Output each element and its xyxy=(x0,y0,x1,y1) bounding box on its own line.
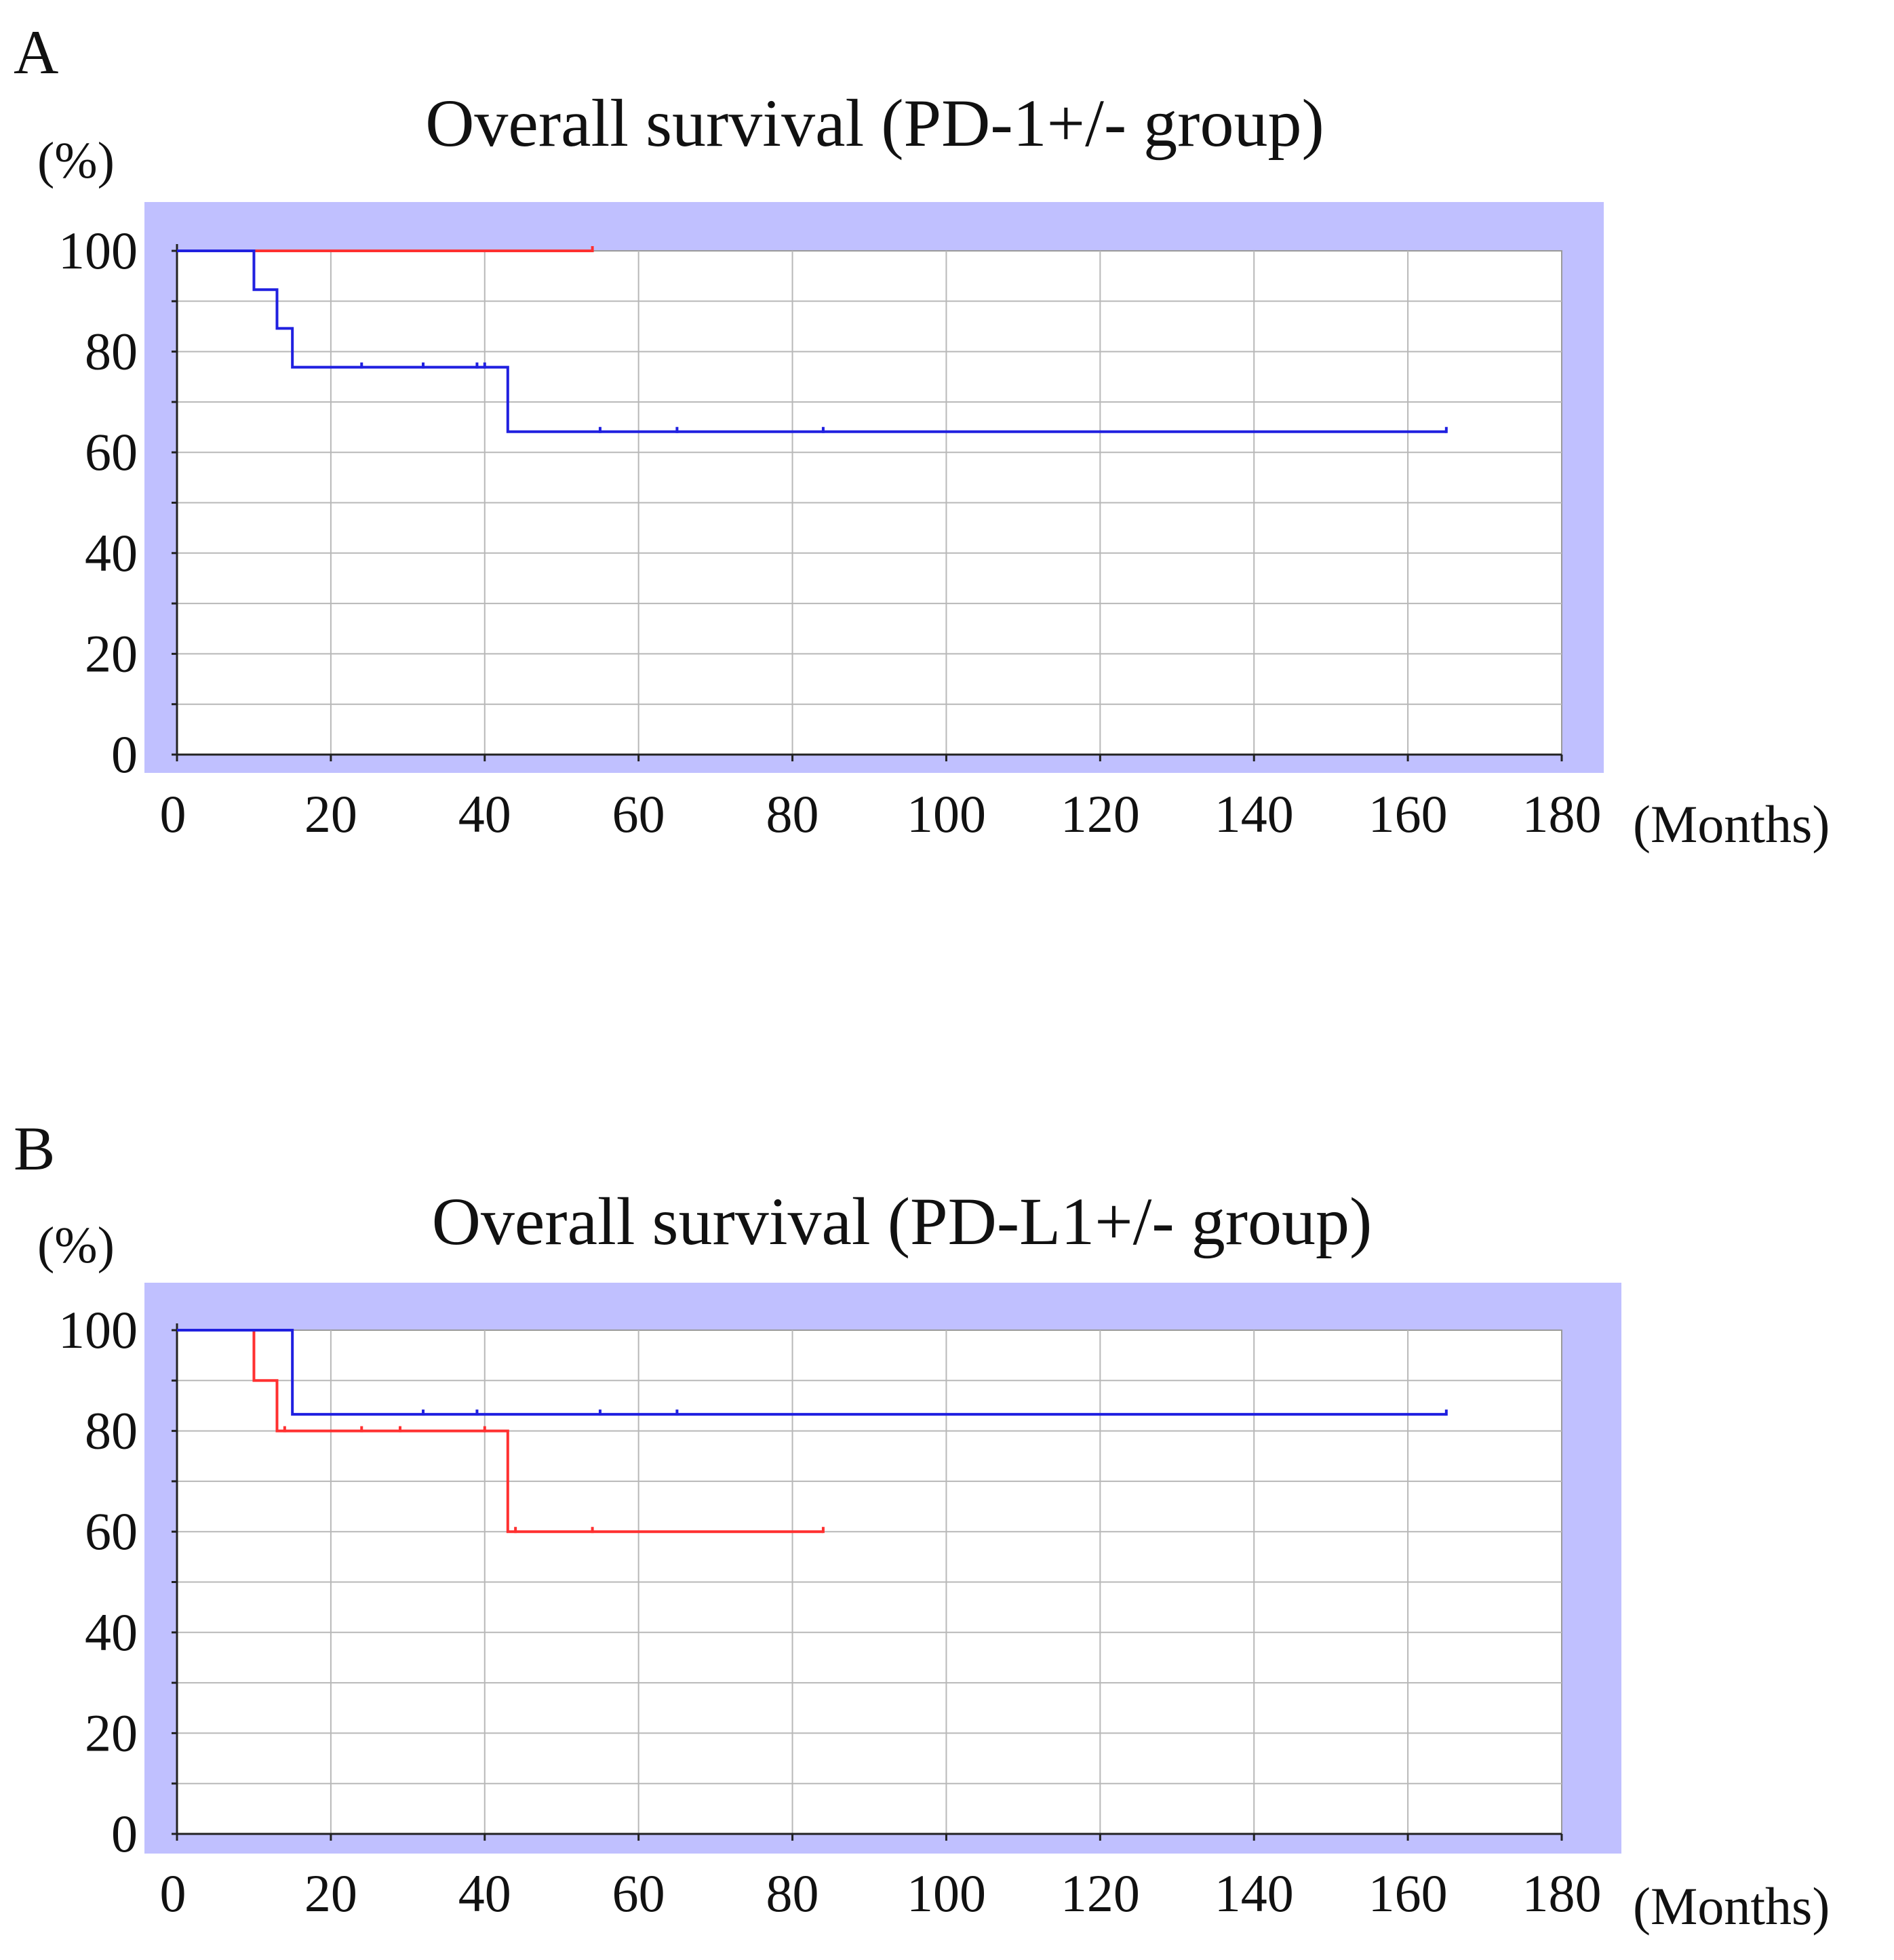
panel-a-title: Overall survival (PD-1+/- group) xyxy=(425,85,1324,161)
panel-a-y-tick-label: 60 xyxy=(85,422,138,481)
panel-b-y-tick-label: 20 xyxy=(85,1703,138,1762)
panel-b-y-tick-label: 40 xyxy=(85,1603,138,1662)
panel-a-x-tick-label: 60 xyxy=(612,784,665,843)
panel-b-series-negative xyxy=(177,1329,1446,1416)
panel-a-x-tick-label: 40 xyxy=(458,784,511,843)
panel-b-y-unit: (%) xyxy=(37,1217,115,1274)
panel-b-plot: 0 20 40 60 80 100 0 20 40 60 80 100 120 140 160 180 xyxy=(58,1283,1621,1923)
panel-a-x-tick-label: 100 xyxy=(907,784,986,843)
panel-a-y-tick-label: 40 xyxy=(85,523,138,582)
panel-a-y-unit: (%) xyxy=(37,132,115,189)
panel-a-x-tick-label: 140 xyxy=(1215,784,1294,843)
panel-b-y-tick-label: 100 xyxy=(58,1300,138,1359)
panel-a-x-tick-label: 180 xyxy=(1522,784,1602,843)
panel-a-x-tick-label: 160 xyxy=(1368,784,1448,843)
panel-a-y-tick-label: 0 xyxy=(111,725,138,784)
panel-b-x-tick-label: 180 xyxy=(1522,1864,1602,1923)
panel-b-x-tick-label: 160 xyxy=(1368,1864,1448,1923)
panel-a-x-unit: (Months) xyxy=(1633,795,1830,854)
panel-b-y-tick-label: 60 xyxy=(85,1502,138,1561)
panel-b-x-tick-label: 60 xyxy=(612,1864,665,1923)
panel-a-x-tick-label: 20 xyxy=(304,784,357,843)
panel-a: A Overall survival (PD-1+/- group) (%) 0… xyxy=(14,18,1830,854)
panel-a-y-tick-label: 100 xyxy=(58,221,138,280)
panel-b-x-tick-label: 140 xyxy=(1215,1864,1294,1923)
panel-b-y-tick-label: 0 xyxy=(111,1804,138,1863)
panel-a-y-tick-label: 20 xyxy=(85,624,138,683)
panel-a-letter: A xyxy=(14,18,58,87)
panel-b-x-tick-label: 0 xyxy=(160,1864,186,1923)
panel-a-x-tick-label: 120 xyxy=(1061,784,1140,843)
panel-a-series-negative xyxy=(177,249,1446,433)
panel-b-x-unit: (Months) xyxy=(1633,1877,1830,1936)
panel-b-letter: B xyxy=(14,1114,55,1183)
panel-b-y-tick-label: 80 xyxy=(85,1401,138,1460)
panel-b: B Overall survival (PD-L1+/- group) (%) … xyxy=(14,1114,1830,1936)
panel-a-y-tick-label: 80 xyxy=(85,322,138,381)
panel-b-x-tick-label: 100 xyxy=(907,1864,986,1923)
panel-b-x-tick-label: 20 xyxy=(304,1864,357,1923)
panel-b-x-tick-label: 40 xyxy=(458,1864,511,1923)
panel-b-x-tick-label: 80 xyxy=(766,1864,819,1923)
panel-a-x-tick-label: 0 xyxy=(160,784,186,843)
panel-b-title: Overall survival (PD-L1+/- group) xyxy=(432,1184,1373,1259)
panel-a-x-tick-label: 80 xyxy=(766,784,819,843)
panel-a-plot: 0 20 40 60 80 100 0 20 40 60 80 100 120 140 160 180 xyxy=(58,202,1604,843)
panel-b-series-positive xyxy=(177,1329,823,1534)
panel-b-x-tick-label: 120 xyxy=(1061,1864,1140,1923)
